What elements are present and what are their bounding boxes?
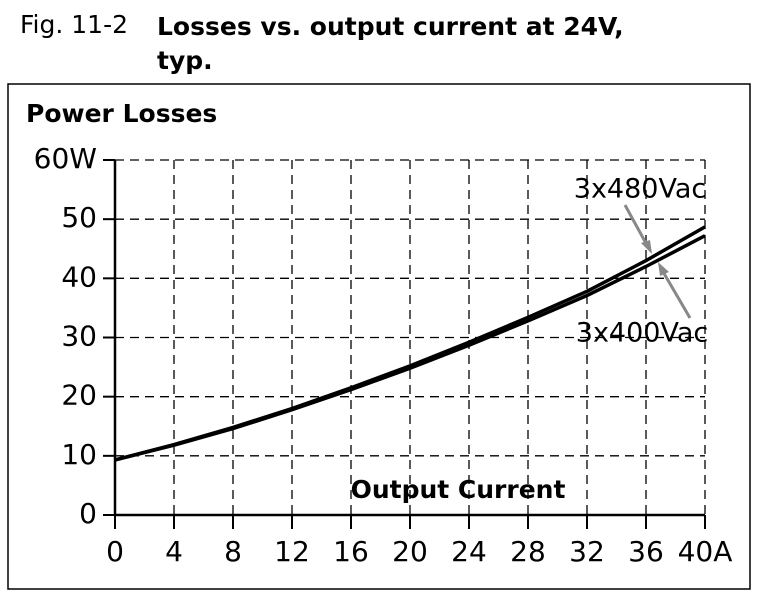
y-tick-label: 40 bbox=[61, 260, 97, 293]
x-tick-label: 32 bbox=[569, 535, 605, 568]
figure-label: Fig. 11-2 bbox=[20, 10, 129, 39]
arrow bbox=[623, 204, 650, 248]
x-tick-label: 24 bbox=[451, 535, 487, 568]
arrowhead bbox=[658, 262, 669, 276]
chart-title: Losses vs. output current at 24V, typ. bbox=[157, 12, 624, 75]
x-tick-label: 0 bbox=[106, 535, 124, 568]
x-tick-label: 20 bbox=[392, 535, 428, 568]
y-tick-label: 0 bbox=[79, 497, 97, 530]
x-tick-label: 4 bbox=[165, 535, 183, 568]
y-tick-label: 10 bbox=[61, 438, 97, 471]
x-tick-label: 8 bbox=[224, 535, 242, 568]
x-tick-label: 28 bbox=[510, 535, 546, 568]
x-axis-label: Output Current bbox=[351, 475, 566, 504]
line-series bbox=[114, 234, 706, 462]
y-tick-label: 20 bbox=[61, 379, 97, 412]
legend-label: 3x400Vac bbox=[576, 318, 708, 349]
x-tick-label: 40A bbox=[678, 535, 733, 568]
x-tick-label: 12 bbox=[274, 535, 310, 568]
y-tick-label: 30 bbox=[61, 320, 97, 353]
legend-label: 3x480Vac bbox=[574, 174, 706, 205]
y-axis-label: Power Losses bbox=[26, 99, 217, 128]
arrow bbox=[660, 269, 692, 319]
x-tick-label: 36 bbox=[628, 535, 664, 568]
x-tick-label: 16 bbox=[333, 535, 369, 568]
frame bbox=[7, 83, 751, 590]
arrowhead bbox=[641, 240, 652, 254]
y-tick-label: 50 bbox=[61, 201, 97, 234]
y-tick-label: 60W bbox=[34, 142, 97, 175]
